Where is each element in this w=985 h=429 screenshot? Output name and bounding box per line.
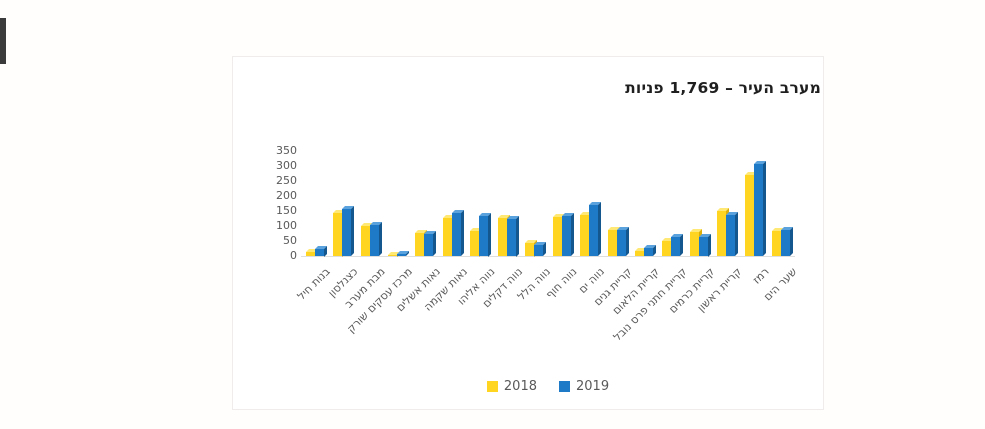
bar-side-face <box>735 211 739 256</box>
bar-2019 <box>424 231 437 256</box>
y-tick-label: 300 <box>276 159 297 172</box>
bar-side-face <box>543 241 547 256</box>
bar-group <box>767 151 794 256</box>
bar-2019 <box>506 215 519 256</box>
bar-side-face <box>351 205 355 256</box>
bar-side-face <box>598 202 602 256</box>
bar-side-face <box>460 210 464 256</box>
bar-side-face <box>433 231 437 256</box>
bar-2019 <box>314 245 327 256</box>
legend-swatch-2018 <box>486 381 498 392</box>
bar-side-face <box>625 227 629 256</box>
bar-group <box>603 151 630 256</box>
chart-panel: מערב העיר – 1,769 פניות 0 50 100 150 200 250 3… <box>232 56 824 410</box>
bar-group <box>521 151 548 256</box>
bar-2018 <box>525 239 538 256</box>
y-tick-label: 200 <box>276 189 297 202</box>
bar-2018 <box>689 229 702 256</box>
legend-label: 2018 <box>503 379 537 394</box>
bar-2018 <box>607 226 620 256</box>
bar-2019 <box>397 250 410 256</box>
bar-2018 <box>470 227 483 256</box>
bar-side-face <box>680 234 684 256</box>
bar-2019 <box>671 234 684 256</box>
bar-side-face <box>762 160 766 256</box>
y-tick-label: 350 <box>276 144 297 157</box>
bar-2018 <box>442 214 455 256</box>
bar-2018 <box>552 213 565 256</box>
bar-group <box>301 151 328 256</box>
y-tick-label: 100 <box>276 219 297 232</box>
bar-2018 <box>360 223 373 256</box>
bar-group <box>713 151 740 256</box>
bar-side-face <box>378 221 382 256</box>
bar-2019 <box>451 210 464 256</box>
bar-group <box>658 151 685 256</box>
x-category-label: רמז <box>750 265 773 287</box>
x-axis-labels: בנות חיל כצנלסון מבת מערב מרכז עסקים שורק נא… <box>295 257 799 387</box>
x-category-label: בנות חיל <box>295 265 333 303</box>
y-tick-label: 150 <box>276 204 297 217</box>
bar-2019 <box>369 221 382 256</box>
bar-side-face <box>652 244 656 256</box>
bar-side-face <box>570 213 574 256</box>
legend-label: 2019 <box>576 379 610 394</box>
bar-2018 <box>497 215 510 256</box>
y-tick-label: 250 <box>276 174 297 187</box>
bar-side-face <box>707 233 711 256</box>
bar-group <box>383 151 410 256</box>
chart-title: מערב העיר – 1,769 פניות <box>625 79 821 97</box>
legend-swatch-2019 <box>559 381 570 392</box>
bar-group <box>328 151 355 256</box>
bar-group <box>630 151 657 256</box>
legend: 2018 2019 <box>301 379 795 394</box>
bar-2018 <box>744 172 757 256</box>
bar-group <box>740 151 767 256</box>
bar-2018 <box>305 249 318 256</box>
y-axis-ticks: 0 50 100 150 200 250 300 350 <box>251 145 297 262</box>
scan-artifact <box>0 18 6 64</box>
bar-2019 <box>698 233 711 256</box>
bar-2018 <box>388 251 401 256</box>
bar-2019 <box>479 212 492 256</box>
legend-item: 2018 <box>486 379 537 394</box>
bar-2019 <box>589 202 602 256</box>
bar-side-face <box>406 250 410 256</box>
bar-side-face <box>488 212 492 256</box>
bar-2018 <box>415 229 428 256</box>
y-tick-label: 0 <box>290 249 297 262</box>
bar-2019 <box>753 160 766 256</box>
bar-2018 <box>772 227 785 256</box>
bar-group <box>356 151 383 256</box>
bar-2019 <box>643 244 656 256</box>
bar-group <box>411 151 438 256</box>
bar-side-face <box>323 245 327 256</box>
bar-2019 <box>781 226 794 256</box>
bar-group <box>685 151 712 256</box>
bar-group <box>438 151 465 256</box>
bar-2018 <box>662 238 675 256</box>
bar-group <box>493 151 520 256</box>
bar-side-face <box>515 215 519 256</box>
bar-side-face <box>790 226 794 256</box>
bar-group <box>575 151 602 256</box>
bar-2018 <box>634 247 647 256</box>
bar-2018 <box>717 208 730 256</box>
bar-group <box>548 151 575 256</box>
bar-2018 <box>580 212 593 256</box>
plot-area <box>301 151 795 257</box>
y-tick-label: 50 <box>283 234 297 247</box>
bar-2018 <box>333 209 346 256</box>
bar-2019 <box>561 213 574 256</box>
bar-group <box>466 151 493 256</box>
bar-2019 <box>534 241 547 256</box>
bar-2019 <box>726 211 739 256</box>
bar-2019 <box>342 205 355 256</box>
legend-item: 2019 <box>559 379 609 394</box>
bar-2019 <box>616 227 629 256</box>
